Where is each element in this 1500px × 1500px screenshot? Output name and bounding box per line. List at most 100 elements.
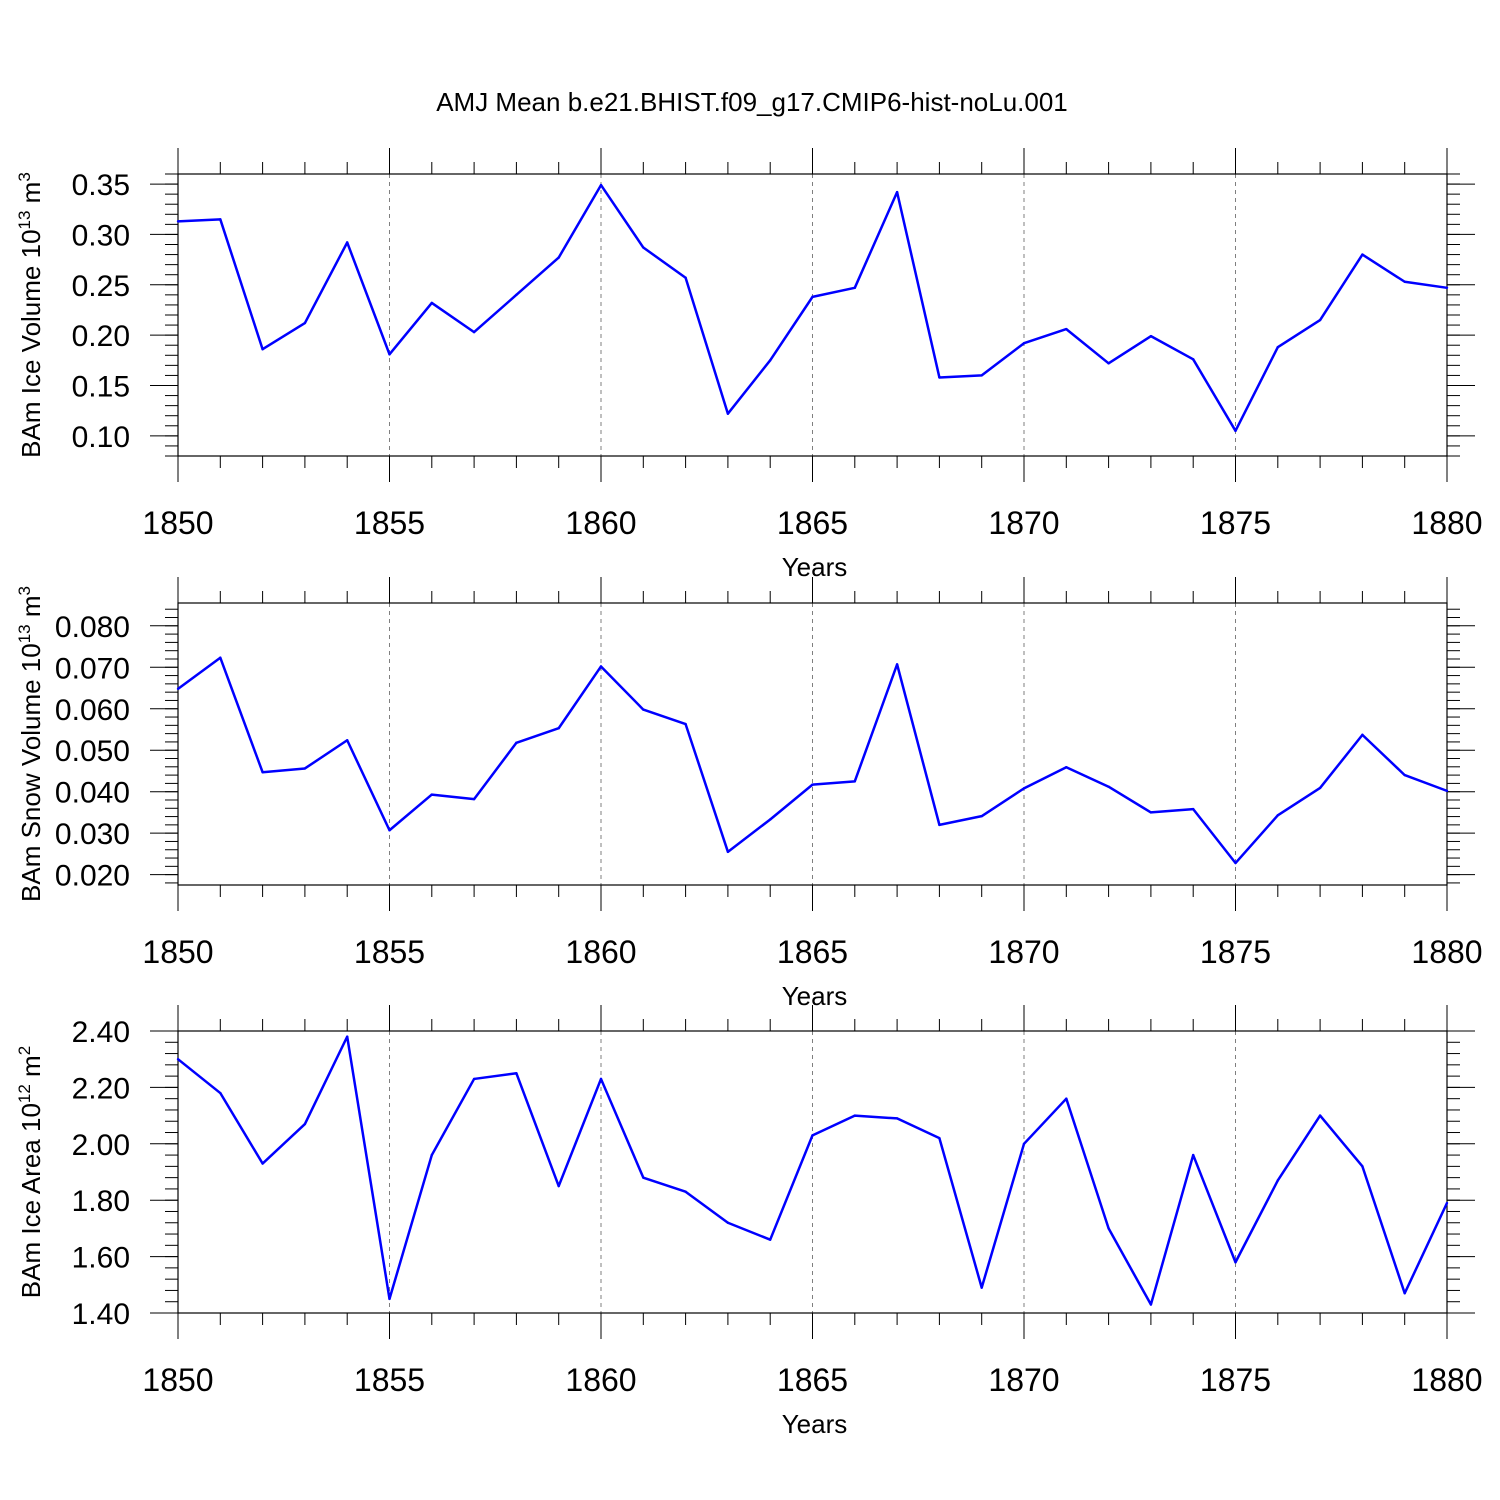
- data-point: [515, 293, 518, 297]
- data-point: [642, 246, 645, 249]
- y-tick-label: 0.040: [55, 777, 130, 810]
- chart-panel-2: 0.020 0.030 0.040 0.050 0.060 0.070 0.080 1850 1…: [15, 577, 1483, 1011]
- data-point: [1022, 1142, 1026, 1146]
- data-point: [642, 708, 645, 711]
- x-tick-label: 1850: [142, 1362, 213, 1398]
- data-point: [1403, 1292, 1406, 1295]
- y-axis-label: BAm Ice Volume 1013 m3: [15, 172, 46, 458]
- data-point: [388, 353, 391, 356]
- data-point: [261, 771, 264, 774]
- data-point: [980, 814, 983, 818]
- x-tick-label: 1855: [354, 934, 425, 970]
- y-tick-label: 0.060: [55, 694, 130, 727]
- data-point: [1234, 1261, 1237, 1264]
- data-point: [176, 220, 180, 223]
- data-point: [557, 256, 560, 259]
- data-point: [895, 190, 899, 194]
- data-point: [1361, 253, 1364, 256]
- x-tick-label: 1855: [354, 505, 425, 541]
- data-point: [219, 218, 222, 221]
- data-point: [684, 722, 687, 726]
- data-point: [388, 829, 391, 832]
- series-line: [177, 656, 1448, 865]
- data-point: [472, 1077, 476, 1081]
- x-tick-label: 1850: [142, 505, 213, 541]
- data-point: [346, 241, 349, 244]
- data-point: [1361, 1165, 1364, 1168]
- y-axis-label: BAm Ice Area 1012 m2: [15, 1046, 46, 1298]
- data-point: [599, 1077, 603, 1081]
- y-tick-label: 1.60: [72, 1242, 130, 1275]
- data-point: [684, 276, 687, 279]
- x-tick-label: 1860: [565, 934, 636, 970]
- data-point: [642, 1176, 645, 1179]
- data-point: [1149, 1303, 1153, 1306]
- data-point: [1149, 334, 1153, 338]
- data-point: [769, 1238, 772, 1241]
- x-tick-label: 1865: [777, 505, 848, 541]
- data-point: [980, 1286, 983, 1289]
- data-point: [1234, 861, 1237, 865]
- x-axis-label: Years: [782, 981, 848, 1011]
- y-tick-label: 0.35: [72, 169, 130, 202]
- data-point: [811, 1134, 814, 1137]
- x-tick-label: 1860: [565, 505, 636, 541]
- data-point: [853, 780, 856, 783]
- data-point: [472, 330, 476, 334]
- x-axis-label: Years: [782, 552, 848, 582]
- y-tick-label: 0.020: [55, 860, 130, 893]
- y-tick-label: 0.030: [55, 818, 130, 851]
- y-axis-label: BAm Snow Volume 1013 m3: [15, 586, 46, 902]
- data-point: [1022, 787, 1026, 790]
- data-point: [1276, 1179, 1280, 1182]
- x-tick-label: 1875: [1200, 934, 1271, 970]
- data-point: [1192, 358, 1195, 361]
- y-tick-label: 1.40: [72, 1298, 130, 1331]
- data-point: [557, 727, 560, 730]
- data-point: [1445, 789, 1449, 793]
- data-point: [1361, 733, 1364, 737]
- data-point: [557, 1184, 560, 1188]
- data-point: [1065, 327, 1068, 331]
- data-point: [1445, 1201, 1449, 1205]
- data-point: [980, 374, 983, 377]
- y-tick-label: 0.25: [72, 270, 130, 303]
- data-point: [599, 665, 603, 668]
- y-tick-label: 2.20: [72, 1072, 130, 1105]
- data-point: [515, 1072, 518, 1075]
- data-point: [176, 687, 180, 691]
- data-point: [1065, 1097, 1068, 1100]
- data-point: [769, 359, 772, 362]
- y-tick-label: 2.40: [72, 1016, 130, 1049]
- data-point: [388, 1297, 391, 1301]
- x-tick-label: 1870: [988, 934, 1059, 970]
- data-point: [515, 741, 518, 744]
- data-point: [1445, 286, 1449, 290]
- data-point: [599, 183, 603, 187]
- data-point: [853, 286, 856, 290]
- chart-title: AMJ Mean b.e21.BHIST.f09_g17.CMIP6-hist-…: [436, 87, 1068, 117]
- data-point: [895, 1117, 899, 1120]
- y-tick-label: 0.15: [72, 371, 130, 404]
- data-point: [1107, 785, 1110, 788]
- y-tick-label: 0.10: [72, 421, 130, 454]
- data-point: [1318, 786, 1322, 790]
- x-tick-label: 1850: [142, 934, 213, 970]
- data-point: [1107, 1227, 1110, 1230]
- data-point: [303, 767, 307, 770]
- data-point: [176, 1058, 180, 1061]
- data-point: [1065, 766, 1068, 769]
- x-tick-label: 1870: [988, 505, 1059, 541]
- x-tick-label: 1855: [354, 1362, 425, 1398]
- x-tick-label: 1870: [988, 1362, 1059, 1398]
- data-point: [726, 850, 730, 854]
- x-tick-label: 1880: [1411, 934, 1482, 970]
- data-point: [938, 376, 941, 379]
- data-point: [769, 818, 772, 821]
- data-point: [1318, 318, 1322, 322]
- data-point: [430, 301, 433, 305]
- data-point: [1107, 362, 1110, 365]
- data-point: [811, 295, 814, 299]
- y-tick-label: 0.20: [72, 320, 130, 353]
